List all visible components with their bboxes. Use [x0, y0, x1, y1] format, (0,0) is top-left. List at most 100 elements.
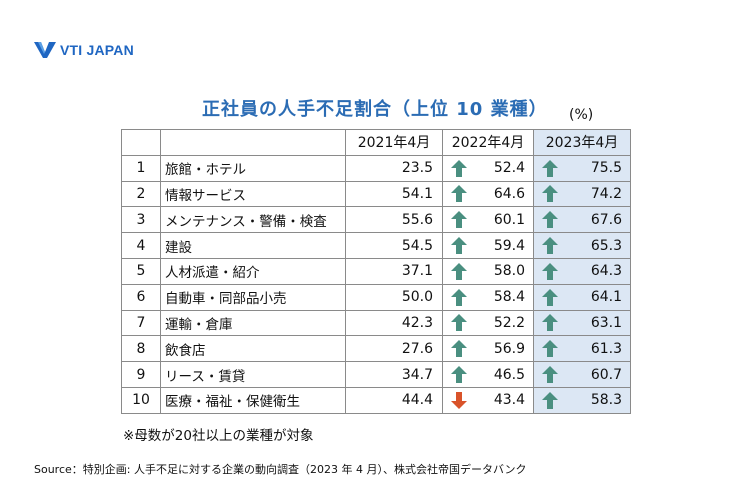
industry-cell: 情報サービス [160, 180, 346, 208]
value-2022-cell: 64.6 [442, 180, 534, 208]
arrow-up-icon [451, 288, 467, 306]
rank-cell: 1 [121, 154, 161, 182]
value-2022: 46.5 [493, 366, 525, 383]
value-2021-cell: 50.0 [345, 283, 443, 311]
arrow-up-icon [542, 340, 558, 358]
value-2023: 60.7 [590, 366, 622, 383]
value-2022: 58.4 [493, 289, 525, 306]
header-2022: 2022年4月 [442, 129, 534, 156]
value-2023: 58.3 [590, 392, 622, 409]
arrow-up-icon [542, 185, 558, 203]
table-row: 10 医療・福祉・保健衛生 44.4 43.4 58.3 [121, 386, 631, 414]
value-2021-cell: 23.5 [345, 154, 443, 182]
arrow-up-icon [451, 159, 467, 177]
header-2023: 2023年4月 [533, 129, 631, 156]
value-2023-cell: 74.2 [533, 180, 631, 208]
value-2023: 74.2 [590, 185, 622, 202]
arrow-up-icon [451, 366, 467, 384]
arrow-up-icon [542, 391, 558, 409]
header-industry [160, 129, 346, 156]
arrow-up-icon [542, 237, 558, 255]
arrow-up-icon [542, 366, 558, 384]
shortage-table: 2021年4月 2022年4月 2023年4月 1 旅館・ホテル 23.5 52.4 7… [121, 129, 631, 414]
value-2022-cell: 46.5 [442, 361, 534, 388]
value-2023: 75.5 [590, 160, 622, 177]
source-text: Source：特別企画: 人手不足に対する企業の動向調査（2023 年 4 月）… [34, 463, 527, 476]
arrow-up-icon [451, 237, 467, 255]
industry-cell: 建設 [160, 232, 346, 259]
industry-cell: リース・賃貸 [160, 361, 346, 388]
value-2022: 58.0 [493, 263, 525, 280]
value-2022-cell: 52.2 [442, 309, 534, 337]
value-2022-cell: 58.4 [442, 283, 534, 311]
value-2022: 60.1 [493, 211, 525, 228]
value-2023: 65.3 [590, 237, 622, 254]
value-2022-cell: 60.1 [442, 206, 534, 234]
rank-cell: 3 [121, 206, 161, 234]
industry-cell: 自動車・同部品小売 [160, 283, 346, 311]
rank-cell: 7 [121, 309, 161, 337]
arrow-up-icon [542, 211, 558, 229]
industry-cell: 飲食店 [160, 335, 346, 363]
rank-cell: 9 [121, 361, 161, 388]
rank-cell: 10 [121, 386, 161, 414]
value-2021-cell: 55.6 [345, 206, 443, 234]
header-rank [121, 129, 161, 156]
industry-cell: 運輸・倉庫 [160, 309, 346, 337]
value-2022: 56.9 [493, 340, 525, 357]
value-2021-cell: 44.4 [345, 386, 443, 414]
header-2021: 2021年4月 [345, 129, 443, 156]
arrow-up-icon [542, 288, 558, 306]
value-2022-cell: 43.4 [442, 386, 534, 414]
value-2023: 64.1 [590, 289, 622, 306]
value-2023: 63.1 [590, 314, 622, 331]
value-2023-cell: 64.1 [533, 283, 631, 311]
value-2023-cell: 75.5 [533, 154, 631, 182]
vti-logo-icon [34, 42, 56, 58]
arrow-up-icon [542, 262, 558, 280]
value-2021-cell: 37.1 [345, 257, 443, 285]
table-row: 6 自動車・同部品小売 50.0 58.4 64.1 [121, 283, 631, 311]
value-2021-cell: 34.7 [345, 361, 443, 388]
value-2021-cell: 54.5 [345, 232, 443, 259]
value-2021-cell: 27.6 [345, 335, 443, 363]
table-row: 5 人材派遣・紹介 37.1 58.0 64.3 [121, 257, 631, 285]
value-2023: 61.3 [590, 340, 622, 357]
industry-cell: 医療・福祉・保健衛生 [160, 386, 346, 414]
table-row: 8 飲食店 27.6 56.9 61.3 [121, 335, 631, 363]
rank-cell: 4 [121, 232, 161, 259]
brand-logo: VTI JAPAN [34, 40, 134, 60]
industry-cell: メンテナンス・警備・検査 [160, 206, 346, 234]
table-row: 1 旅館・ホテル 23.5 52.4 75.5 [121, 154, 631, 182]
rank-cell: 8 [121, 335, 161, 363]
value-2022-cell: 52.4 [442, 154, 534, 182]
logo-text: VTI JAPAN [60, 42, 134, 58]
table-row: 7 運輸・倉庫 42.3 52.2 63.1 [121, 309, 631, 337]
arrow-up-icon [451, 211, 467, 229]
value-2021-cell: 42.3 [345, 309, 443, 337]
value-2023-cell: 65.3 [533, 232, 631, 259]
value-2023-cell: 58.3 [533, 386, 631, 414]
value-2022: 52.2 [493, 314, 525, 331]
rank-cell: 2 [121, 180, 161, 208]
value-2023-cell: 67.6 [533, 206, 631, 234]
value-2022: 52.4 [493, 160, 525, 177]
footnote: ※母数が20社以上の業種が対象 [123, 428, 314, 444]
value-2023: 64.3 [590, 263, 622, 280]
table-row: 9 リース・賃貸 34.7 46.5 60.7 [121, 361, 631, 388]
rank-cell: 6 [121, 283, 161, 311]
arrow-up-icon [542, 314, 558, 332]
value-2023: 67.6 [590, 211, 622, 228]
arrow-up-icon [451, 185, 467, 203]
value-2022: 59.4 [493, 237, 525, 254]
table-row: 3 メンテナンス・警備・検査 55.6 60.1 67.6 [121, 206, 631, 234]
table-row: 2 情報サービス 54.1 64.6 74.2 [121, 180, 631, 208]
value-2023-cell: 63.1 [533, 309, 631, 337]
unit-label: (%) [569, 107, 594, 123]
value-2023-cell: 60.7 [533, 361, 631, 388]
value-2021-cell: 54.1 [345, 180, 443, 208]
arrow-up-icon [451, 340, 467, 358]
chart-title: 正社員の人手不足割合（上位 10 業種） [202, 99, 548, 120]
value-2022-cell: 58.0 [442, 257, 534, 285]
industry-cell: 人材派遣・紹介 [160, 257, 346, 285]
